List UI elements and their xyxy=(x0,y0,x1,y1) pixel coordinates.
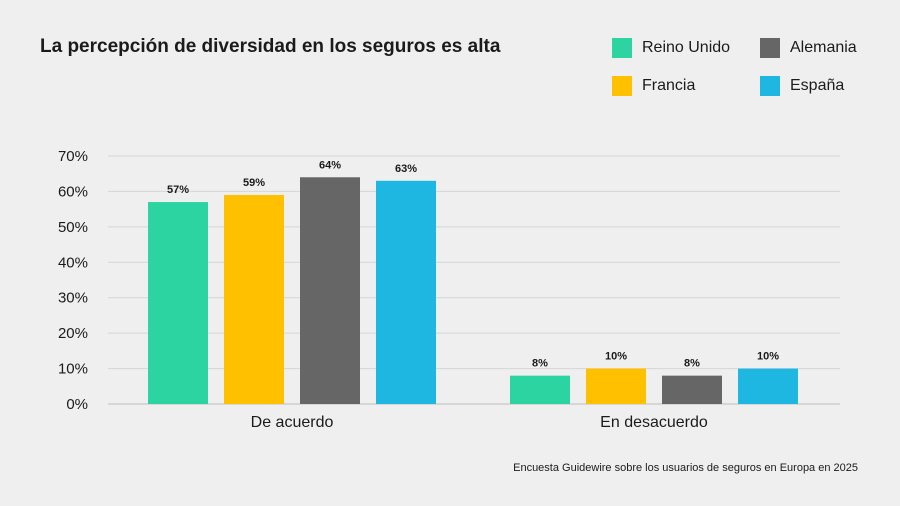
y-tick-label-60: 60% xyxy=(58,183,88,200)
legend-swatch-espana xyxy=(760,76,780,96)
bar-de-acuerdo-alemania xyxy=(300,177,360,404)
bar-de-acuerdo-francia xyxy=(224,194,284,404)
legend-item-francia: Francia xyxy=(612,76,760,96)
y-tick-label-0: 0% xyxy=(66,396,88,413)
x-category-label-de-acuerdo: De acuerdo xyxy=(251,414,334,431)
data-label-de-acuerdo-reino-unido: 57% xyxy=(167,184,189,196)
y-tick-label-40: 40% xyxy=(58,254,88,271)
x-category-label-en-desacuerdo: En desacuerdo xyxy=(600,414,708,431)
data-label-de-acuerdo-francia: 59% xyxy=(243,177,265,189)
bar-en-desacuerdo-reino-unido xyxy=(510,375,570,404)
source-note: Encuesta Guidewire sobre los usuarios de… xyxy=(513,462,858,474)
legend-swatch-reino-unido xyxy=(612,38,632,58)
y-tick-label-10: 10% xyxy=(58,361,88,378)
y-tick-label-30: 30% xyxy=(58,290,88,307)
legend-label-reino-unido: Reino Unido xyxy=(642,39,731,56)
chart-title: La percepción de diversidad en los segur… xyxy=(40,36,501,57)
data-label-en-desacuerdo-alemania: 8% xyxy=(684,358,700,370)
data-label-en-desacuerdo-reino-unido: 8% xyxy=(532,358,548,370)
legend-swatch-alemania xyxy=(760,38,780,58)
legend-item-espana: España xyxy=(760,76,882,96)
legend-label-francia: Francia xyxy=(642,77,696,94)
y-tick-label-70: 70% xyxy=(58,148,88,165)
bar-en-desacuerdo-francia xyxy=(586,368,646,404)
data-label-de-acuerdo-alemania: 64% xyxy=(319,159,341,171)
bar-de-acuerdo-reino-unido xyxy=(148,202,208,404)
data-label-en-desacuerdo-francia: 10% xyxy=(605,351,627,363)
y-tick-label-20: 20% xyxy=(58,325,88,342)
bar-en-desacuerdo-espana xyxy=(738,368,798,404)
legend-label-espana: España xyxy=(790,77,845,94)
y-tick-label-50: 50% xyxy=(58,219,88,236)
data-label-de-acuerdo-espana: 63% xyxy=(395,163,417,175)
legend: Reino Unido Alemania Francia España xyxy=(612,38,882,96)
data-label-en-desacuerdo-espana: 10% xyxy=(757,351,779,363)
legend-item-reino-unido: Reino Unido xyxy=(612,38,760,58)
bar-en-desacuerdo-alemania xyxy=(662,375,722,404)
legend-swatch-francia xyxy=(612,76,632,96)
legend-item-alemania: Alemania xyxy=(760,38,882,58)
legend-label-alemania: Alemania xyxy=(790,39,857,56)
bar-de-acuerdo-espana xyxy=(376,180,436,404)
